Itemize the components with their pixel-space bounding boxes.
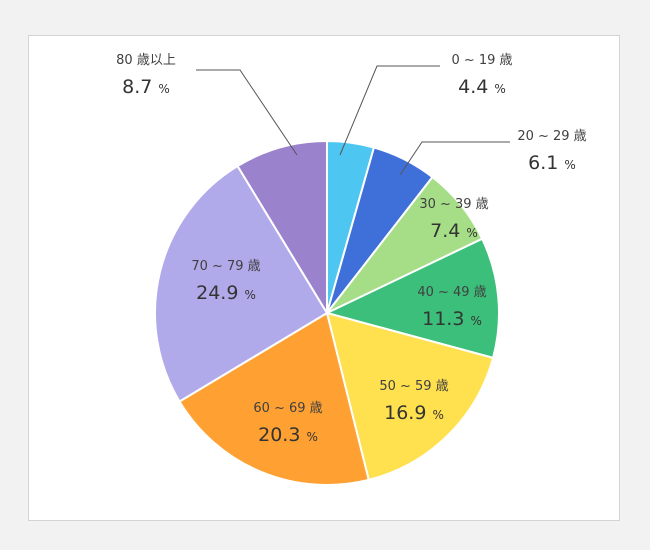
slice-category-label: 30 ~ 39 歳: [419, 197, 488, 212]
leader-line-2: [399, 141, 510, 176]
slice-percent-value: 11.3: [422, 308, 470, 330]
pie-slice-5: [326, 312, 495, 481]
slice-percent-value: 7.4: [430, 220, 466, 242]
slice-percent-value: 8.7: [122, 76, 158, 98]
slice-percent-unit: %: [564, 158, 575, 172]
slice-percent-label: 8.7 %: [122, 76, 170, 98]
slice-percent-unit: %: [466, 226, 477, 240]
slice-percent-label: 7.4 %: [430, 220, 478, 242]
slice-percent-value: 20.3: [258, 424, 306, 446]
slice-percent-unit: %: [432, 408, 443, 422]
slice-percent-label: 24.9 %: [196, 282, 256, 304]
pie-slice-4: [326, 237, 500, 359]
slice-category-label: 60 ~ 69 歳: [253, 401, 322, 416]
slice-percent-value: 16.9: [384, 402, 432, 424]
data-labels: 0 ~ 19 歳 4.4 % 20 ~ 29 歳 6.1 % 30 ~ 39 歳 7.4 …: [116, 53, 587, 446]
slice-percent-unit: %: [306, 430, 317, 444]
leader-lines: [196, 65, 510, 176]
slice-percent-label: 20.3 %: [258, 424, 318, 446]
pie-slice-7: [154, 165, 328, 403]
slice-percent-label: 4.4 %: [458, 76, 506, 98]
leader-line-1: [339, 65, 440, 156]
pie-slice-6: [178, 312, 370, 486]
slice-percent-value: 24.9: [196, 282, 244, 304]
pie-slice-8: [236, 140, 328, 314]
slice-percent-value: 6.1: [528, 152, 564, 174]
slice-percent-value: 4.4: [458, 76, 494, 98]
slice-category-label: 50 ~ 59 歳: [379, 379, 448, 394]
slice-percent-unit: %: [470, 314, 481, 328]
leader-line-8: [196, 69, 298, 156]
slice-percent-unit: %: [158, 82, 169, 96]
slice-category-label: 20 ~ 29 歳: [517, 129, 586, 144]
slice-percent-label: 16.9 %: [384, 402, 444, 424]
slice-category-label: 70 ~ 79 歳: [191, 259, 260, 274]
pie-slices: [154, 140, 500, 486]
slice-percent-label: 6.1 %: [528, 152, 576, 174]
slice-percent-unit: %: [494, 82, 505, 96]
slice-percent-unit: %: [244, 288, 255, 302]
slice-percent-label: 11.3 %: [422, 308, 482, 330]
slice-category-label: 40 ~ 49 歳: [417, 285, 486, 300]
slice-category-label: 80 歳以上: [116, 53, 176, 68]
slice-category-label: 0 ~ 19 歳: [451, 53, 512, 68]
